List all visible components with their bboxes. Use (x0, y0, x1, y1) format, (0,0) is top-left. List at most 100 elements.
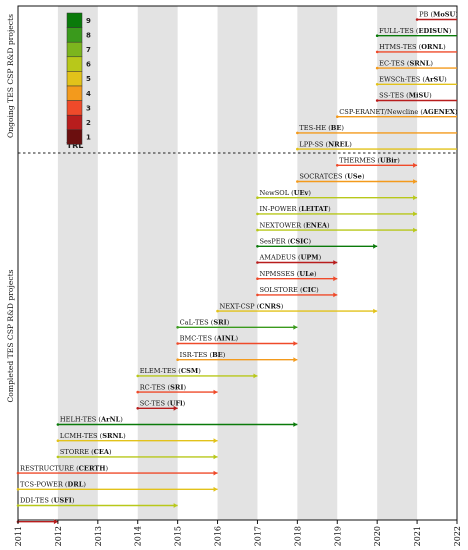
project-lead: ULe (299, 270, 314, 278)
project-name: RESTRUCTURE (20, 464, 74, 472)
project-lead: SRNL (409, 59, 430, 67)
project-name: TCS-POWER (20, 481, 64, 489)
project-name: SOCRATCES (299, 173, 343, 181)
project-bar-start (256, 261, 259, 264)
project-lead-close: ) (444, 76, 447, 84)
project-lead-open: ( (255, 302, 260, 310)
project-bar-arrow (173, 405, 178, 411)
x-tick-label-2022: 2022 (453, 526, 462, 546)
project-bar-start (16, 504, 20, 507)
project-row: STORRE (CEA) (56, 448, 218, 460)
project-bar-arrow (333, 260, 338, 265)
legend-label-trl-6: 6 (86, 61, 91, 69)
project-lead-open: ( (323, 140, 328, 148)
project-row: HELH-TES (ArNL) (56, 416, 298, 427)
project-lead-close: ) (227, 319, 230, 327)
project-label: RC-TES (SRI) (140, 383, 187, 391)
project-label: RESTRUCTURE (CERTH) (20, 464, 108, 472)
legend-title: TRL (67, 141, 84, 150)
project-lead-close: ) (123, 432, 126, 440)
project-bar-start (136, 374, 140, 378)
project-bar-arrow (213, 438, 218, 444)
project-label: CSP-ERANET/Newcline (AGENEX) (339, 108, 458, 116)
x-tick-label-2015: 2015 (174, 526, 183, 546)
project-row: SS-TES (MiSU) (375, 92, 457, 102)
project-row: PB (MoSU) (415, 11, 458, 21)
legend-swatch-trl-8 (66, 27, 83, 43)
project-label: DDI-TES (USFI) (20, 497, 75, 505)
project-label: FULL-TES (EDISUN) (379, 27, 452, 35)
project-bar-arrow (293, 357, 298, 363)
project-lead-open: ( (428, 11, 433, 19)
project-lead-close: ) (236, 335, 239, 343)
project-bar-start (16, 471, 20, 475)
project-row (16, 519, 58, 525)
legend-swatch-trl-6 (66, 56, 83, 72)
project-lead: NREL (328, 140, 350, 148)
project-lead-open: ( (414, 27, 419, 35)
project-lead-close: ) (455, 108, 458, 116)
project-row: TES-HE (BE) (296, 124, 457, 135)
project-name: IN-POWER (259, 205, 297, 213)
project-bar-arrow (333, 276, 338, 282)
x-tick-label-2017: 2017 (253, 526, 262, 546)
project-lead-close: ) (309, 238, 312, 246)
project-lead: DRL (68, 481, 84, 489)
project-name: SC-TES (140, 400, 166, 408)
project-bar-arrow (413, 162, 418, 168)
project-lead-open: ( (285, 238, 290, 246)
project-bar-start (256, 196, 259, 199)
project-lead-open: ( (165, 383, 170, 391)
project-label: SC-TES (UFl) (140, 400, 186, 408)
project-name: NEXT-CSP (220, 302, 256, 310)
project-bar-start (56, 455, 60, 459)
project-lead: CEA (94, 448, 110, 456)
legend-label-trl-3: 3 (86, 104, 91, 112)
project-row: IN-POWER (LEITAT) (256, 205, 418, 217)
project-bar-start (296, 131, 299, 135)
project-lead: ArNL (100, 416, 121, 424)
legend-label-trl-7: 7 (86, 46, 91, 54)
project-bar-start (335, 164, 339, 167)
project-lead: AGENEX (422, 108, 456, 116)
project-row: SC-TES (UFl) (136, 400, 186, 411)
project-label: ISR-TES (BE) (180, 351, 226, 359)
x-tick-label-2021: 2021 (413, 526, 422, 546)
project-row: EC-TES (SRNL) (375, 59, 457, 70)
project-bar-arrow (213, 389, 218, 395)
project-lead-close: ) (223, 351, 226, 359)
project-name: DDI-TES (20, 497, 49, 505)
project-row: ELEM-TES (CSM) (136, 367, 258, 379)
project-name: SesPER (259, 238, 286, 246)
project-row: SOCRATCES (USe) (296, 173, 418, 184)
project-name: LPP-SS (299, 140, 324, 148)
project-name: RC-TES (140, 383, 166, 391)
project-lead-close: ) (328, 205, 331, 213)
project-row: HTMS-TES (ORNL) (375, 43, 457, 54)
project-lead-open: ( (405, 59, 410, 67)
project-name: CSP-ERANET/Newcline (339, 108, 418, 116)
project-lead-close: ) (308, 189, 311, 197)
project-row: NEXTOWER (ENEA) (256, 221, 418, 233)
project-lead: SRI (213, 319, 226, 327)
project-lead-close: ) (349, 140, 352, 148)
project-bar-start (296, 147, 299, 151)
project-name: CaL-TES (180, 319, 210, 327)
project-lead-close: ) (105, 464, 108, 472)
project-lead-open: ( (417, 43, 422, 51)
project-row: LPP-SS (NREL) (296, 140, 457, 151)
project-label: SS-TES (MiSU) (379, 92, 432, 100)
project-name: HTMS-TES (379, 43, 417, 51)
project-lead: CERTH (79, 464, 106, 472)
project-label: SesPER (CSIC) (259, 238, 311, 246)
project-bar-start (56, 423, 60, 426)
legend-label-trl-5: 5 (86, 75, 91, 83)
project-lead-close: ) (314, 270, 317, 278)
x-tick-label-2013: 2013 (94, 526, 103, 546)
project-lead-close: ) (120, 416, 123, 424)
project-lead-open: ( (420, 76, 425, 84)
project-lead: USFI (54, 497, 72, 505)
project-lead: ORNL (421, 43, 443, 51)
project-bar-start (136, 390, 140, 394)
project-bar-arrow (413, 227, 418, 233)
